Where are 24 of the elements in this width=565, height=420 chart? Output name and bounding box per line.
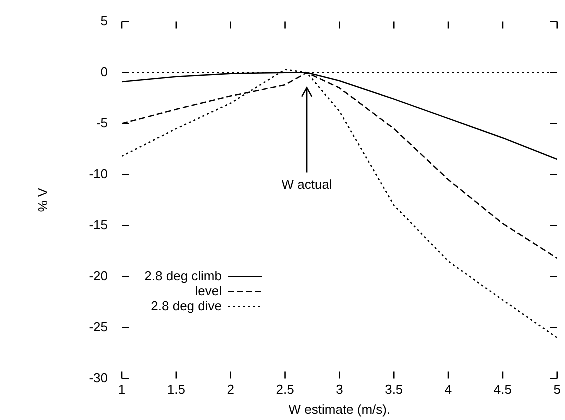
y-tick-label: -10 — [89, 166, 108, 182]
legend-label: level — [195, 283, 222, 298]
x-tick-label: 1.5 — [167, 382, 186, 398]
line-series — [122, 69, 558, 339]
x-tick-label: 3.5 — [385, 382, 404, 398]
y-tick-label: 0 — [100, 64, 108, 80]
y-tick-label: -30 — [89, 370, 108, 386]
x-axis-title: W estimate (m/s). — [288, 402, 391, 417]
y-tick-label: -15 — [89, 217, 108, 232]
x-tick-label: 2 — [227, 382, 234, 398]
annotation: W actual — [282, 176, 332, 192]
x-tick-label: 3 — [336, 382, 344, 398]
y-tick-label: 5 — [100, 13, 108, 28]
x-tick-label: 4 — [444, 382, 452, 398]
y-tick-label: -20 — [89, 268, 108, 284]
legend-label: 2.8 deg dive — [151, 298, 222, 314]
x-tick-label: 4.5 — [494, 382, 512, 398]
y-tick-label: -25 — [89, 319, 108, 334]
x-tick-label: 5 — [554, 382, 561, 398]
x-tick-label: 2.5 — [276, 382, 294, 398]
x-tick-label: 1 — [118, 382, 126, 398]
legend-label: 2.8 deg climb — [144, 268, 222, 284]
y-axis-title: % V — [35, 188, 50, 212]
y-tick-label: -5 — [96, 115, 108, 130]
